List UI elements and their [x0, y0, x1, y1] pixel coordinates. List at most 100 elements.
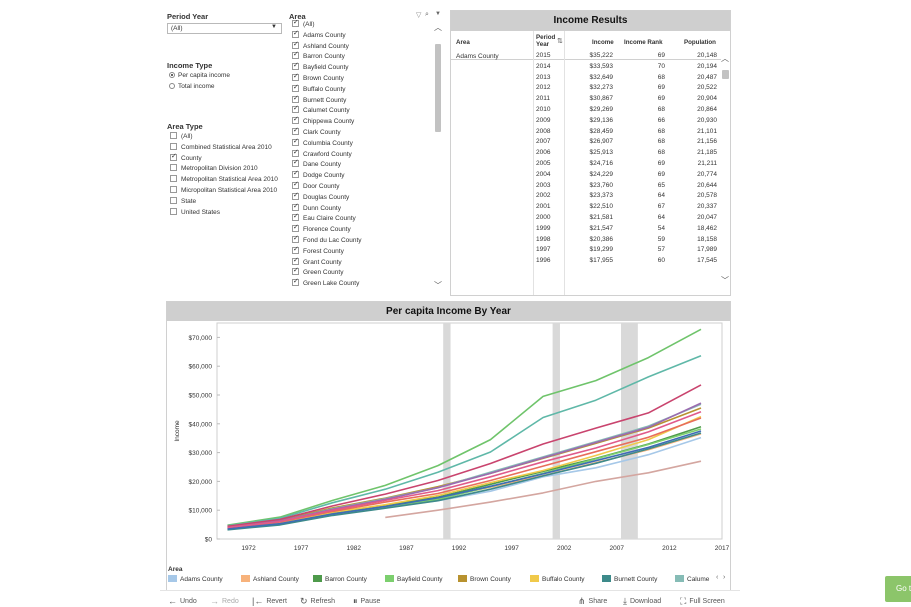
column-header-rank[interactable]: Income Rank [624, 39, 663, 46]
area-option[interactable]: Barron County [292, 50, 345, 62]
checkbox-icon[interactable] [292, 245, 299, 255]
area-option[interactable]: Dunn County [292, 202, 341, 214]
checkbox-icon[interactable] [170, 186, 177, 193]
checkbox-icon[interactable] [170, 164, 177, 172]
area-option[interactable]: Ashland County [292, 40, 349, 52]
checkbox-icon[interactable] [292, 277, 299, 287]
table-row[interactable]: 2004 $24,229 69 20,774 [451, 170, 718, 181]
table-row[interactable]: 1998 $20,386 59 18,158 [451, 235, 718, 246]
column-header-population[interactable]: Population [684, 39, 716, 46]
legend-item[interactable]: Calume [675, 575, 709, 583]
revert-button[interactable]: |← Revert [252, 596, 287, 606]
radio-icon[interactable] [169, 72, 175, 78]
table-row[interactable]: 2009 $29,136 66 20,930 [451, 116, 718, 127]
checkbox-icon[interactable] [292, 234, 299, 244]
table-row[interactable]: 1996 $17,955 60 17,545 [451, 256, 718, 267]
table-row[interactable]: 2002 $23,373 64 20,578 [451, 191, 718, 202]
table-row[interactable]: 1997 $19,299 57 17,989 [451, 245, 718, 256]
area-option[interactable]: Florence County [292, 223, 351, 235]
area-option[interactable]: Forest County [292, 245, 344, 257]
filter-icon[interactable]: ▽ [416, 12, 422, 19]
table-row[interactable]: 2000 $21,581 64 20,047 [451, 213, 718, 224]
sort-icon[interactable]: ⇅ [557, 38, 563, 45]
table-row[interactable]: 2011 $30,867 69 20,904 [451, 94, 718, 105]
area-type-option[interactable]: Metropolitan Division 2010 [170, 164, 258, 174]
checkbox-icon[interactable] [292, 20, 299, 28]
checkbox-icon[interactable] [170, 207, 177, 215]
checkbox-icon[interactable] [170, 132, 177, 139]
income-type-option[interactable]: Total income [169, 83, 215, 90]
area-option[interactable]: Chippewa County [292, 115, 354, 127]
table-row[interactable]: 2012 $32,273 69 20,522 [451, 83, 718, 94]
checkbox-icon[interactable] [292, 104, 299, 114]
scroll-down-icon[interactable]: ﹀ [721, 276, 729, 285]
area-option[interactable]: Buffalo County [292, 83, 346, 95]
share-button[interactable]: ⋔ Share [578, 596, 608, 606]
download-button[interactable]: ⤓ Download [623, 596, 662, 606]
legend-item[interactable]: Ashland County [241, 575, 299, 583]
column-header-year[interactable]: Period Year [536, 34, 556, 48]
area-option[interactable]: Fond du Lac County [292, 234, 362, 246]
area-option[interactable]: Green County [292, 266, 343, 278]
search-icon[interactable]: ⌕ [425, 11, 429, 18]
checkbox-icon[interactable] [292, 212, 299, 222]
checkbox-icon[interactable] [292, 61, 299, 71]
table-row[interactable]: 2013 $32,649 68 20,487 [451, 73, 718, 84]
table-row[interactable]: 2003 $23,760 65 20,644 [451, 181, 718, 192]
legend-item[interactable]: Bayfield County [385, 575, 443, 583]
legend-item[interactable]: Burnett County [602, 575, 657, 583]
checkbox-icon[interactable] [170, 152, 177, 162]
table-row[interactable]: 2007 $26,907 68 21,156 [451, 137, 718, 148]
table-row[interactable]: 2015 $35,222 69 20,148 [451, 51, 718, 62]
area-type-option[interactable]: United States [170, 207, 220, 218]
pause-button[interactable]: ⏸ Pause [353, 596, 381, 606]
go-button[interactable]: Go t [885, 576, 911, 602]
area-option[interactable]: Eau Claire County [292, 212, 356, 224]
column-header-income[interactable]: Income [592, 39, 614, 46]
column-header-area[interactable]: Area [456, 39, 470, 46]
table-row[interactable]: 2001 $22,510 67 20,337 [451, 202, 718, 213]
checkbox-icon[interactable] [292, 256, 299, 266]
area-type-option[interactable]: Micropolitan Statistical Area 2010 [170, 186, 277, 196]
area-option[interactable]: Clark County [292, 126, 341, 138]
checkbox-icon[interactable] [292, 126, 299, 136]
area-option[interactable]: (All) [292, 20, 315, 30]
table-row[interactable]: 2014 $33,593 70 20,194 [451, 62, 718, 73]
area-type-option[interactable]: Metropolitan Statistical Area 2010 [170, 175, 278, 185]
checkbox-icon[interactable] [170, 196, 177, 204]
period-year-select[interactable]: (All) ▼ [167, 23, 282, 34]
table-row[interactable]: 1999 $21,547 54 18,462 [451, 224, 718, 235]
table-row[interactable]: 2010 $29,269 68 20,864 [451, 105, 718, 116]
income-type-option[interactable]: Per capita income [169, 72, 230, 79]
legend-item[interactable]: Adams County [168, 575, 223, 583]
checkbox-icon[interactable] [292, 83, 299, 93]
checkbox-icon[interactable] [292, 202, 299, 212]
legend-next-icon[interactable]: › [723, 574, 726, 581]
table-row[interactable]: 2008 $28,459 68 21,101 [451, 127, 718, 138]
scroll-up-icon[interactable]: ︿ [434, 23, 442, 32]
legend-item[interactable]: Barron County [313, 575, 367, 583]
radio-icon[interactable] [169, 83, 175, 89]
area-option[interactable]: Calumet County [292, 104, 350, 116]
checkbox-icon[interactable] [292, 94, 299, 104]
results-scrollbar[interactable]: ︿ ﹀ [721, 53, 730, 293]
table-row[interactable]: 2006 $25,913 68 21,185 [451, 148, 718, 159]
area-option[interactable]: Bayfield County [292, 61, 349, 73]
area-option[interactable]: Dodge County [292, 169, 345, 181]
checkbox-icon[interactable] [292, 72, 299, 82]
checkbox-icon[interactable] [292, 148, 299, 158]
checkbox-icon[interactable] [292, 115, 299, 125]
undo-button[interactable]: ← Undo [168, 596, 197, 606]
legend-prev-icon[interactable]: ‹ [716, 574, 719, 581]
results-scroll-thumb[interactable] [722, 70, 729, 79]
scroll-up-icon[interactable]: ︿ [721, 54, 729, 63]
checkbox-icon[interactable] [292, 40, 299, 50]
legend-item[interactable]: Buffalo County [530, 575, 585, 583]
area-option[interactable]: Brown County [292, 72, 344, 84]
scroll-down-icon[interactable]: ﹀ [434, 281, 442, 290]
checkbox-icon[interactable] [170, 142, 177, 150]
area-option[interactable]: Burnett County [292, 94, 346, 106]
checkbox-icon[interactable] [292, 223, 299, 233]
area-option[interactable]: Green Lake County [292, 277, 359, 289]
area-option[interactable]: Douglas County [292, 191, 349, 203]
